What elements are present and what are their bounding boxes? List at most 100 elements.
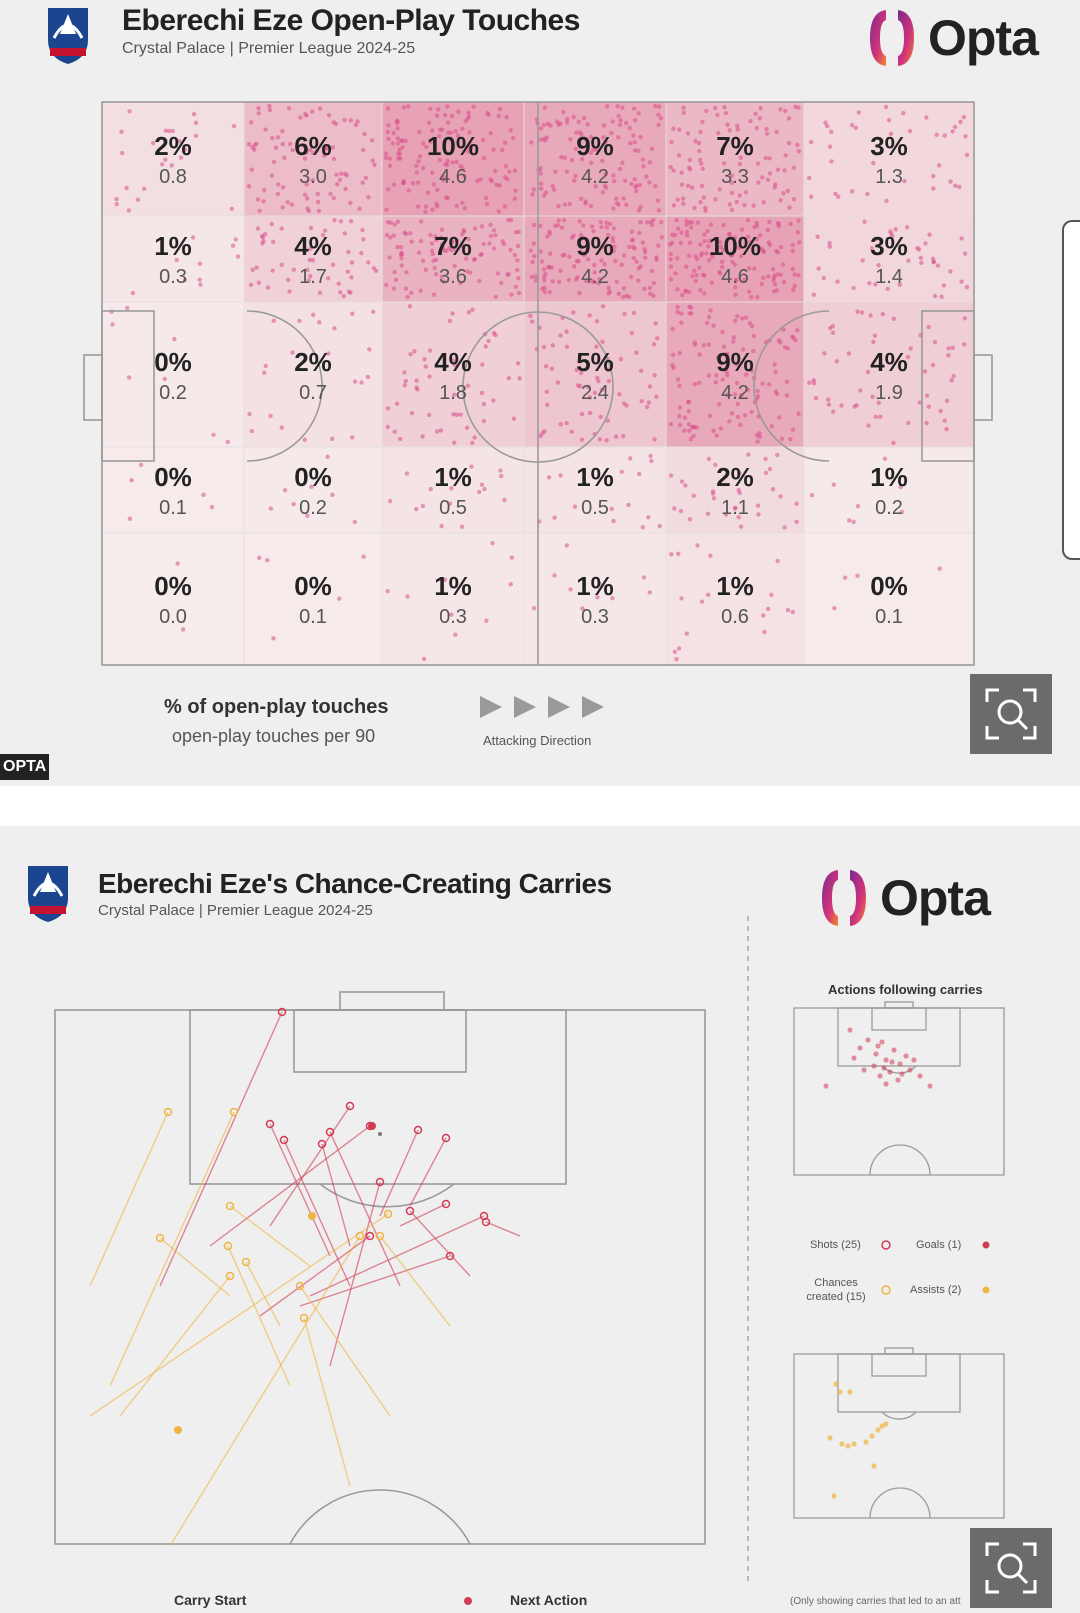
touch-dot (734, 199, 739, 205)
touch-dot (738, 254, 744, 259)
touch-dot (497, 183, 502, 188)
touch-dot (414, 378, 419, 383)
touch-dot (732, 506, 738, 511)
touch-dot (434, 429, 440, 434)
touch-dot (763, 155, 768, 161)
touch-dot (430, 252, 436, 257)
touch-dot (751, 203, 756, 208)
touch-dot (275, 135, 281, 140)
touch-dot (774, 391, 780, 397)
touch-dot (727, 128, 732, 133)
opta-logo: Opta (866, 6, 1039, 70)
next-action-marker (279, 1135, 289, 1145)
touch-dot (719, 259, 725, 264)
touch-dot (706, 342, 711, 347)
touch-dot (930, 256, 936, 261)
touch-dot (466, 149, 471, 154)
touch-dot (767, 466, 773, 472)
heatmap-cell-label: 1% 0.3 (383, 571, 523, 629)
touch-dot (403, 138, 408, 144)
touch-dot (865, 369, 871, 375)
touch-dot (604, 220, 609, 226)
carry-line (159, 1011, 283, 1287)
touch-dot (396, 156, 401, 161)
next-action-marker (163, 1107, 173, 1117)
heatmap-cell-per90: 0.7 (299, 381, 327, 404)
touch-dot (631, 106, 637, 111)
touch-dot (637, 230, 642, 236)
carry-line (227, 1245, 291, 1387)
touch-dot (720, 377, 725, 382)
touch-dot (888, 131, 894, 137)
heatmap-cell-percent: 2% (154, 131, 192, 161)
touch-dot (741, 347, 746, 352)
touch-dot (572, 178, 577, 183)
touch-dot (423, 209, 428, 215)
touch-dot (530, 192, 535, 197)
zoom-button[interactable] (970, 1528, 1052, 1608)
touch-dot (647, 384, 653, 389)
touch-dot (629, 330, 635, 336)
touch-dot (439, 242, 445, 247)
touch-dot (439, 274, 444, 279)
touch-dot (422, 357, 427, 362)
touch-dot (899, 509, 905, 515)
touch-dot (698, 129, 703, 135)
touch-dot (644, 404, 650, 410)
touch-dot (437, 133, 442, 139)
touch-dot (309, 484, 314, 490)
touch-dot (775, 558, 780, 564)
touch-dot (515, 258, 520, 263)
touch-dot (788, 221, 793, 227)
touch-dot (634, 350, 639, 355)
touch-dot (597, 276, 602, 282)
touch-dot (621, 253, 627, 258)
touch-dot (282, 488, 288, 493)
touch-dot (796, 149, 802, 154)
touch-dot (529, 319, 535, 324)
touch-dot (310, 178, 315, 183)
heatmap-cell-percent: 3% (870, 231, 908, 261)
touch-dot (594, 319, 600, 324)
touch-dot (449, 239, 454, 245)
touch-dot (684, 233, 690, 238)
touch-dot (836, 194, 841, 199)
touch-dot (735, 361, 740, 367)
touch-dot (687, 517, 693, 522)
touch-dot (808, 194, 814, 199)
touch-dot (493, 232, 498, 238)
heatmap-cell-label: 0% 0.2 (103, 347, 243, 405)
touch-dot (558, 121, 563, 126)
touch-dot (827, 144, 833, 149)
zoom-button[interactable] (970, 674, 1052, 754)
touch-dot (257, 208, 262, 214)
touch-dot (391, 286, 397, 291)
touch-dot (365, 374, 371, 380)
touch-dot (723, 512, 729, 517)
touch-dot (581, 223, 586, 228)
touch-dot (435, 187, 440, 193)
touch-dot (247, 411, 252, 417)
side-scroll-handle[interactable] (1062, 220, 1080, 560)
zoom-icon (985, 688, 1037, 740)
touch-dot (675, 226, 681, 231)
touch-dot (700, 272, 706, 278)
touch-dot (765, 606, 771, 612)
legend-percent-label: % of open-play touches (164, 696, 389, 718)
shot-point (897, 1061, 903, 1067)
touch-dot (736, 515, 741, 520)
touch-dot (743, 315, 749, 320)
touch-dot (530, 259, 535, 265)
touch-dot (671, 365, 676, 371)
touch-dot (637, 471, 642, 477)
touch-dot (688, 436, 694, 442)
touch-dot (338, 219, 344, 224)
touch-dot (791, 165, 796, 170)
touch-dot (209, 504, 215, 510)
chance-point (875, 1427, 881, 1433)
touch-dot (617, 122, 623, 127)
touch-dot (597, 581, 603, 587)
touch-dot (613, 196, 619, 201)
touch-dot (553, 169, 558, 174)
touch-dot (809, 492, 815, 498)
